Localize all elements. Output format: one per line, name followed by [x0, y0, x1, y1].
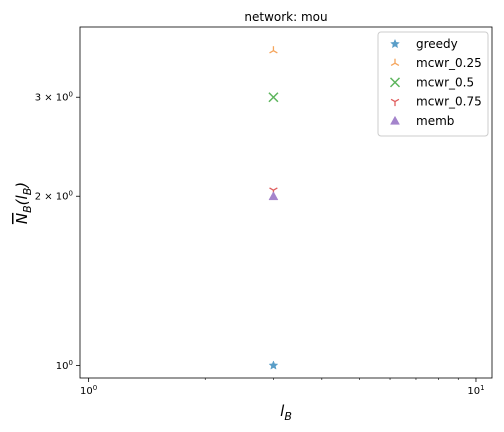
plot-frame [79, 26, 493, 379]
legend-marker [390, 38, 400, 49]
data-point-memb [268, 191, 279, 201]
legend-marker [390, 58, 400, 67]
legend-label: mcwr_0.25 [416, 56, 482, 70]
x-tick-label: 101 [467, 384, 484, 397]
legend-marker [390, 98, 400, 107]
legend-box [377, 31, 489, 137]
legend-label: memb [416, 114, 454, 128]
y-tick-label: 3 × 100 [35, 91, 73, 104]
legend-item: greedy [390, 37, 458, 51]
y-tick-label: 2 × 100 [35, 190, 73, 203]
legend-item: mcwr_0.75 [390, 95, 482, 109]
y-axis-label: NB(lB) [13, 182, 34, 224]
plot-area: 100 101 100 2 × 100 3 × 100 [35, 26, 493, 397]
data-point-greedy [268, 360, 279, 370]
legend-label: greedy [416, 37, 458, 51]
x-axis-label: lB [280, 402, 292, 423]
y-tick-label: 100 [56, 359, 73, 372]
data-point-mcwr-0-5 [268, 92, 279, 103]
legend-item: mcwr_0.5 [389, 75, 474, 89]
legend-marker [390, 115, 400, 125]
chart-title: network: mou [244, 10, 327, 24]
legend-label: mcwr_0.75 [416, 95, 482, 109]
data-point-mcwr-0-25 [269, 46, 278, 54]
legend-label: mcwr_0.5 [416, 75, 474, 89]
legend-item: memb [390, 114, 454, 128]
legend-marker [389, 77, 401, 88]
legend-item: mcwr_0.25 [390, 56, 482, 70]
x-tick-label: 100 [80, 384, 97, 397]
